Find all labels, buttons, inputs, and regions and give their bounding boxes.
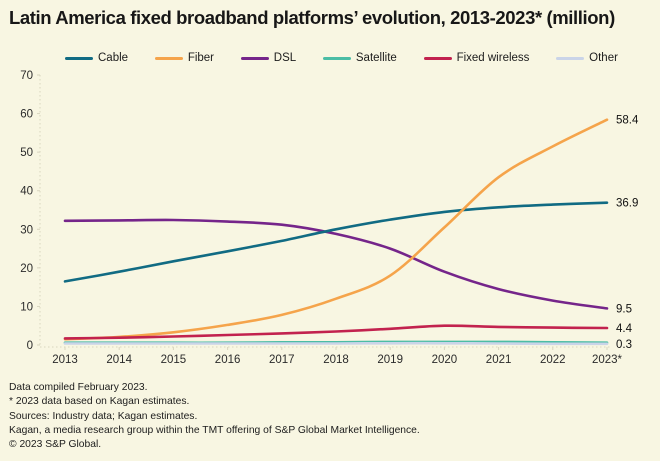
x-tick-label: 2017 — [269, 354, 295, 366]
series-line-other — [63, 341, 609, 346]
footnote-copyright: © 2023 S&P Global. — [9, 439, 102, 451]
legend-item-fiber: Fiber — [154, 52, 215, 64]
series-line-fixed-wireless — [63, 324, 609, 340]
x-tick-label: 2016 — [215, 354, 241, 366]
series-line-dsl — [63, 218, 609, 310]
legend-line-swatch-fiber — [154, 56, 183, 60]
x-tick-label: 2014 — [106, 354, 132, 366]
end-value-label-other: 0.3 — [616, 339, 632, 351]
y-tick-label: 30 — [20, 224, 33, 236]
series-line-fiber — [63, 118, 609, 341]
legend-label-fiber: Fiber — [187, 52, 215, 64]
end-value-label-dsl: 9.5 — [616, 303, 632, 315]
y-tick-label: 10 — [20, 301, 33, 313]
y-tick-label: 0 — [27, 340, 33, 352]
legend-item-fixed-wireless: Fixed wireless — [423, 52, 530, 64]
legend-label-cable: Cable — [98, 52, 129, 64]
footnote-compiled: Data compiled February 2023. — [9, 382, 148, 393]
legend: Cable Fiber DSL Satellite Fixed wireless… — [65, 50, 618, 66]
legend-label-satellite: Satellite — [355, 52, 397, 64]
y-tick-label: 70 — [20, 70, 33, 82]
legend-line-swatch-dsl — [240, 56, 269, 60]
legend-label-fixed-wireless: Fixed wireless — [456, 52, 530, 64]
end-value-label-fiber: 58.4 — [616, 115, 639, 127]
footnote-kagan: Kagan, a media research group within the… — [9, 424, 420, 436]
x-tick-label: 2013 — [52, 354, 78, 366]
x-tick-label: 2019 — [377, 354, 403, 366]
x-tick-label: 2023* — [592, 354, 623, 366]
x-tick-label: 2020 — [432, 354, 458, 366]
footnotes: Data compiled February 2023. * 2023 data… — [9, 381, 420, 452]
legend-item-dsl: DSL — [240, 52, 297, 64]
footnote-sources: Sources: Industry data; Kagan estimates. — [9, 410, 198, 422]
y-tick-label: 20 — [20, 263, 33, 275]
legend-line-swatch-satellite — [322, 56, 351, 60]
y-tick-label: 60 — [20, 109, 33, 121]
x-tick-label: 2018 — [323, 354, 349, 366]
series-line-cable — [63, 201, 609, 283]
x-tick-label: 2022 — [540, 354, 566, 366]
chart-title: Latin America fixed broadband platforms’… — [9, 7, 615, 28]
legend-item-satellite: Satellite — [322, 52, 397, 64]
end-value-label-fixed-wireless: 4.4 — [616, 323, 633, 335]
end-value-label-cable: 36.9 — [616, 198, 638, 210]
footnote-estimate: * 2023 data based on Kagan estimates. — [9, 396, 190, 408]
legend-line-swatch-other — [556, 56, 585, 60]
x-tick-label: 2015 — [161, 354, 187, 366]
legend-item-cable: Cable — [65, 52, 128, 64]
legend-label-dsl: DSL — [273, 52, 297, 64]
y-tick-label: 40 — [20, 186, 33, 198]
y-tick-label: 50 — [20, 147, 33, 159]
legend-label-other: Other — [589, 52, 618, 64]
legend-item-other: Other — [556, 52, 618, 64]
legend-line-swatch-cable — [65, 56, 93, 60]
legend-line-swatch-fixed-wireless — [423, 56, 452, 60]
x-tick-label: 2021 — [486, 354, 512, 366]
